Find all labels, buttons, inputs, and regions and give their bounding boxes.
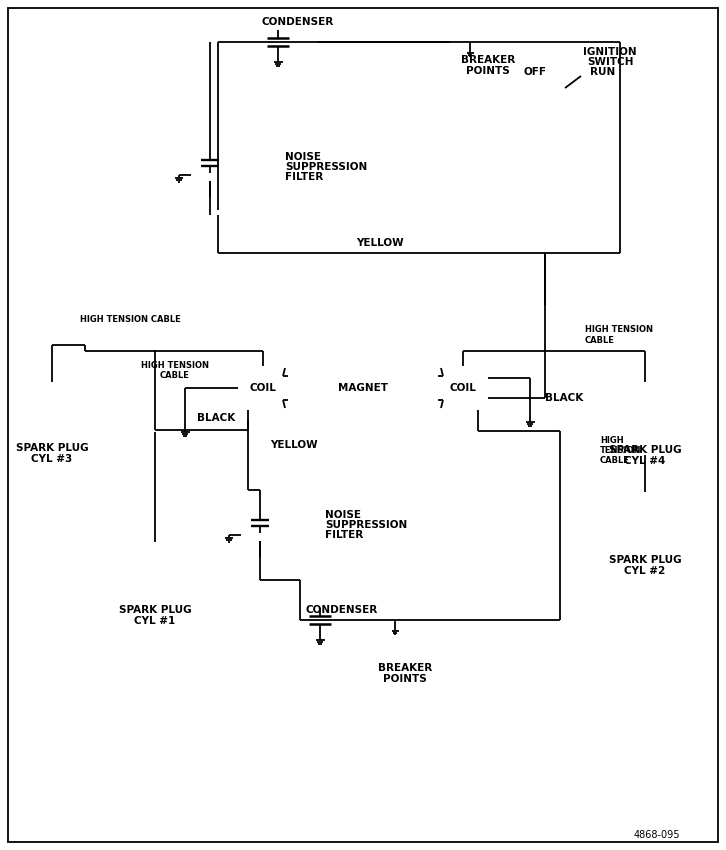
Text: SWITCH: SWITCH <box>587 57 633 67</box>
Bar <box>438 366 488 410</box>
Text: IGNITION: IGNITION <box>583 47 637 57</box>
Text: CABLE: CABLE <box>600 456 630 464</box>
Text: CONDENSER: CONDENSER <box>262 17 334 27</box>
Text: FILTER: FILTER <box>285 172 323 182</box>
Circle shape <box>367 617 373 623</box>
Text: NOISE: NOISE <box>285 152 321 162</box>
Text: BREAKER: BREAKER <box>378 663 432 673</box>
Text: SPARK PLUG: SPARK PLUG <box>608 445 681 455</box>
Text: BREAKER: BREAKER <box>461 55 515 65</box>
Text: POINTS: POINTS <box>466 66 510 76</box>
Text: SPARK PLUG: SPARK PLUG <box>16 443 89 453</box>
Text: HIGH TENSION: HIGH TENSION <box>141 360 209 370</box>
Text: CYL #1: CYL #1 <box>134 616 176 626</box>
Bar <box>148 576 162 598</box>
Text: CYL #3: CYL #3 <box>31 454 73 464</box>
Bar <box>191 149 229 181</box>
Bar <box>635 516 655 526</box>
Text: TENSION: TENSION <box>600 445 642 455</box>
Text: CONDENSER: CONDENSER <box>305 605 378 615</box>
Bar <box>638 416 652 438</box>
Bar <box>637 392 653 406</box>
Bar <box>42 406 62 416</box>
Bar <box>241 509 279 541</box>
Text: COIL: COIL <box>250 383 277 393</box>
Text: CABLE: CABLE <box>585 336 615 344</box>
Bar <box>44 392 60 406</box>
Bar <box>638 526 652 548</box>
Text: SUPPRESSION: SUPPRESSION <box>285 162 367 172</box>
Bar <box>147 552 163 566</box>
Text: YELLOW: YELLOW <box>270 440 318 450</box>
Text: MAGNET: MAGNET <box>338 383 388 393</box>
Bar <box>637 502 653 516</box>
Text: YELLOW: YELLOW <box>356 238 404 248</box>
Text: RUN: RUN <box>590 67 616 77</box>
Text: OFF: OFF <box>524 67 547 77</box>
Bar <box>641 382 649 392</box>
Bar <box>48 382 56 392</box>
Circle shape <box>315 39 321 45</box>
Bar <box>238 366 288 410</box>
Text: SUPPRESSION: SUPPRESSION <box>325 520 407 530</box>
Bar <box>45 416 59 438</box>
Bar <box>641 492 649 502</box>
Text: HIGH TENSION CABLE: HIGH TENSION CABLE <box>80 315 181 325</box>
Text: HIGH: HIGH <box>600 435 624 445</box>
Text: SPARK PLUG: SPARK PLUG <box>608 555 681 565</box>
Text: HIGH TENSION: HIGH TENSION <box>585 326 653 335</box>
Text: 4868-095: 4868-095 <box>634 830 680 840</box>
Text: BLACK: BLACK <box>545 393 583 403</box>
Text: FILTER: FILTER <box>325 530 363 540</box>
Bar <box>145 566 165 576</box>
Bar <box>151 542 159 552</box>
Bar <box>152 598 158 608</box>
Text: BLACK: BLACK <box>197 413 235 423</box>
Text: CABLE: CABLE <box>160 371 190 379</box>
Bar <box>642 438 648 448</box>
Text: SPARK PLUG: SPARK PLUG <box>118 605 192 615</box>
Text: POINTS: POINTS <box>383 674 427 684</box>
Text: NOISE: NOISE <box>325 510 361 520</box>
Bar <box>642 548 648 558</box>
Bar <box>635 406 655 416</box>
Bar <box>49 438 55 448</box>
Text: COIL: COIL <box>449 383 476 393</box>
Text: CYL #2: CYL #2 <box>624 566 666 576</box>
Text: CYL #4: CYL #4 <box>624 456 666 466</box>
